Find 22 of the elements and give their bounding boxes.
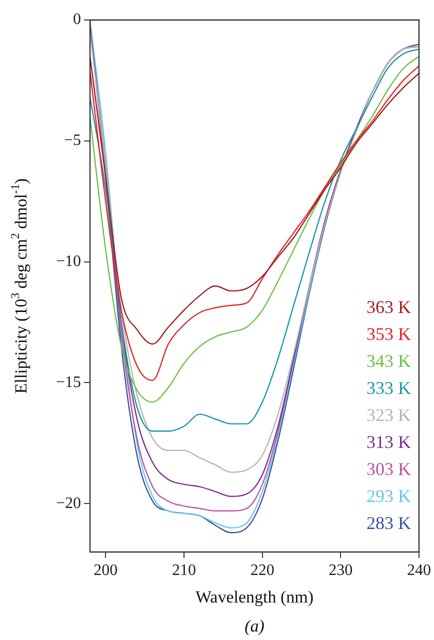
x-tick-label: 240 <box>407 562 431 579</box>
y-axis-title: Ellipticity (103 deg cm2 dmol-1) <box>8 178 30 394</box>
text: 333 K <box>366 378 411 398</box>
y-tick-label: −20 <box>56 494 81 512</box>
x-tick-label: 210 <box>172 562 196 579</box>
x-axis-title: Wavelength (nm) <box>195 587 314 606</box>
x-tick-label: 230 <box>328 562 353 579</box>
x-tick-label: 200 <box>94 562 118 579</box>
text: 323 K <box>366 405 411 426</box>
y-tick-label: 0 <box>73 11 81 28</box>
text: 363 K <box>366 297 411 318</box>
x-tick-label: 220 <box>250 562 274 579</box>
text: 353 K <box>366 324 411 344</box>
y-tick-label: −5 <box>64 132 81 150</box>
y-tick-label: −10 <box>56 253 81 270</box>
text: 293 K <box>366 486 411 506</box>
text: 303 K <box>366 459 411 480</box>
text: (a) <box>244 616 265 636</box>
y-tick-label: −15 <box>56 374 81 391</box>
text: 343 K <box>366 351 411 372</box>
text: 283 K <box>366 513 411 534</box>
text: 313 K <box>366 432 411 452</box>
